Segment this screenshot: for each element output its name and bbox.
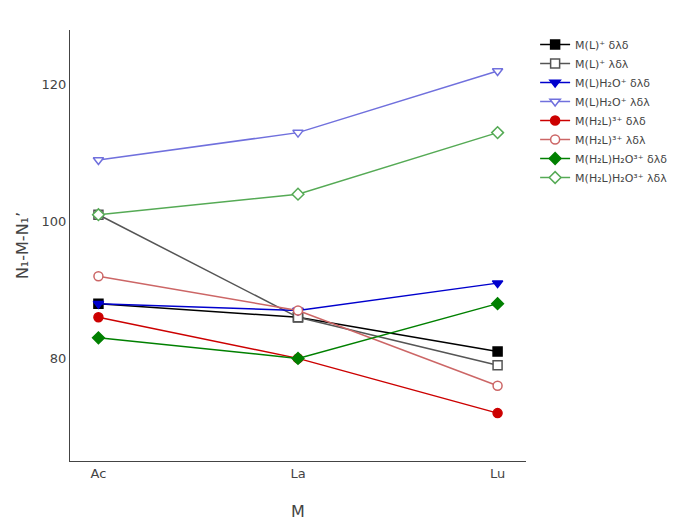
- svg-text:M(L)H₂O⁺ δλδ: M(L)H₂O⁺ δλδ: [575, 77, 650, 90]
- svg-text:100: 100: [42, 214, 67, 229]
- svg-text:M(L)⁺ δλδ: M(L)⁺ δλδ: [575, 39, 629, 52]
- svg-text:M(L)H₂O⁺ λδλ: M(L)H₂O⁺ λδλ: [575, 96, 650, 109]
- svg-text:M: M: [291, 502, 305, 521]
- svg-text:Lu: Lu: [490, 466, 505, 481]
- svg-text:M(H₂L)³⁺ δλδ: M(H₂L)³⁺ δλδ: [575, 115, 646, 128]
- svg-text:M(H₂L)³⁺ λδλ: M(H₂L)³⁺ λδλ: [575, 134, 646, 147]
- svg-text:Ac: Ac: [91, 466, 107, 481]
- svg-text:120: 120: [42, 77, 67, 92]
- svg-text:N₁-M-N₁’: N₁-M-N₁’: [13, 212, 32, 279]
- svg-text:La: La: [290, 466, 305, 481]
- svg-text:M(H₂L)H₂O³⁺ λδλ: M(H₂L)H₂O³⁺ λδλ: [575, 172, 667, 185]
- svg-text:80: 80: [50, 351, 67, 366]
- svg-text:M(H₂L)H₂O³⁺ δλδ: M(H₂L)H₂O³⁺ δλδ: [575, 153, 667, 166]
- svg-text:M(L)⁺ λδλ: M(L)⁺ λδλ: [575, 58, 629, 71]
